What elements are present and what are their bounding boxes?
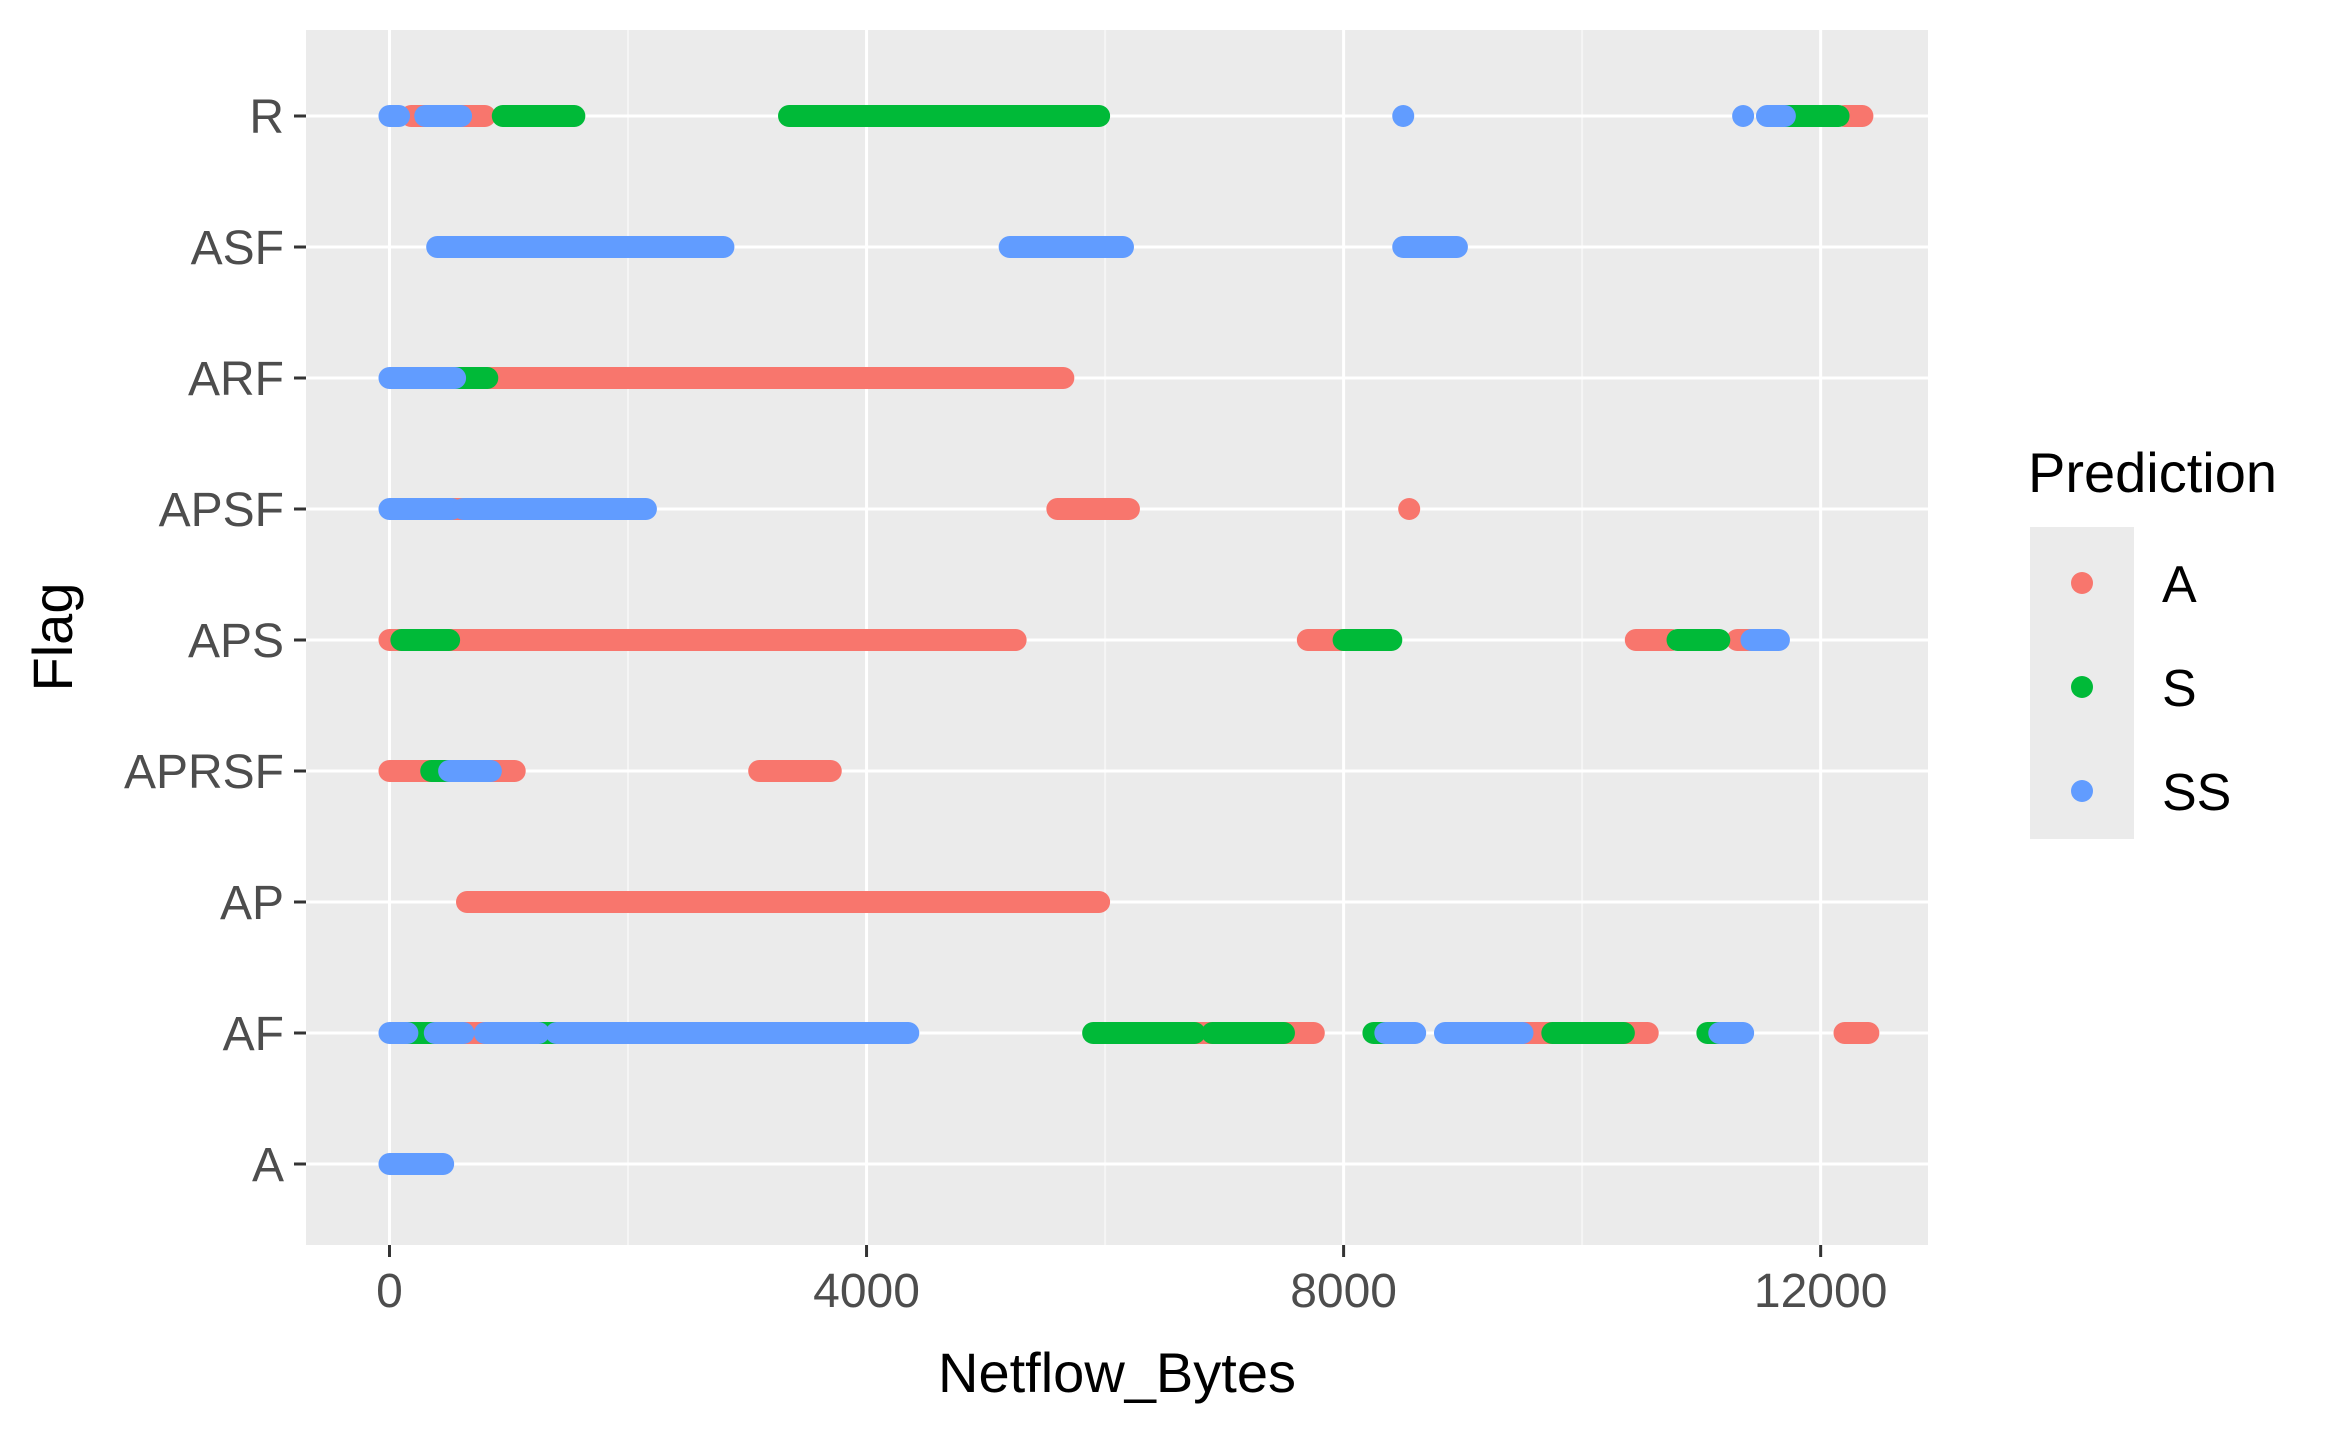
legend-title: Prediction — [2028, 441, 2277, 504]
x-axis-title: Netflow_Bytes — [938, 1341, 1296, 1404]
legend-label-a: A — [2162, 556, 2197, 614]
data-marks — [378, 105, 1880, 1175]
legend-key-a — [2071, 572, 2093, 594]
point-a-apsf — [1398, 498, 1421, 520]
point-ss-r — [1732, 105, 1755, 127]
y-tick-label-arf: ARF — [188, 353, 284, 406]
y-tick-label-r: R — [249, 91, 284, 144]
legend-key-s — [2071, 676, 2093, 698]
x-tick-label: 4000 — [813, 1265, 920, 1318]
y-tick-label-aprsf: APRSF — [124, 746, 284, 799]
y-tick-label-ap: AP — [220, 877, 284, 930]
y-tick-label-asf: ASF — [191, 222, 284, 275]
legend-label-ss: SS — [2162, 764, 2231, 822]
legend-key-ss — [2071, 780, 2093, 802]
x-tick-label: 12000 — [1754, 1265, 1887, 1318]
x-axis: 0 4000 8000 12000 — [376, 1245, 1887, 1318]
y-tick-label-af: AF — [223, 1008, 284, 1061]
y-tick-label-aps: APS — [188, 615, 284, 668]
y-tick-label-a: A — [252, 1139, 284, 1192]
y-tick-label-apsf: APSF — [159, 484, 284, 537]
legend-label-s: S — [2162, 660, 2197, 718]
x-tick-label: 8000 — [1290, 1265, 1397, 1318]
y-axis-title: Flag — [21, 583, 84, 692]
x-tick-label: 0 — [376, 1265, 403, 1318]
point-ss-r — [1392, 105, 1415, 127]
y-axis: A AF AP APRSF APS APSF ARF ASF R — [124, 91, 306, 1192]
